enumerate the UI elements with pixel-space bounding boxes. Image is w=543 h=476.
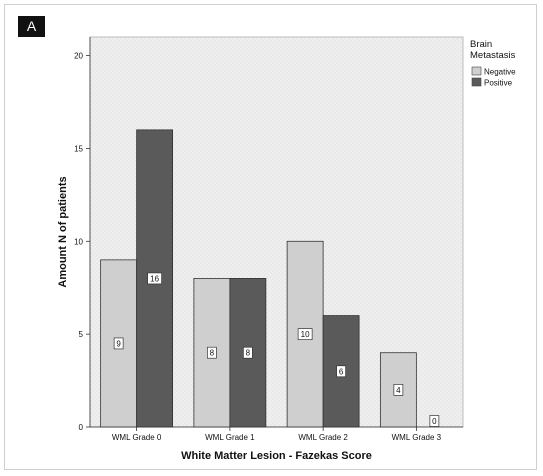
legend-swatch-negative [471, 66, 482, 76]
x-axis: WML Grade 0 WML Grade 1 WML Grade 2 WML Gra… [90, 426, 463, 442]
legend: Brain Metastasis Negative Positive [470, 39, 516, 88]
legend-title-line1: Brain [470, 39, 492, 50]
data-label: 4 [396, 386, 401, 395]
y-tick-label: 15 [74, 144, 83, 153]
data-label-box [393, 384, 404, 396]
legend-title-line2: Metastasis [470, 50, 516, 61]
data-label-box [429, 415, 440, 427]
data-label: 9 [116, 339, 121, 348]
x-axis-title: White Matter Lesion - Fazekas Score [181, 450, 372, 462]
legend-swatch-positive [471, 77, 482, 87]
legend-label-negative: Negative [484, 68, 516, 77]
data-label: 8 [246, 349, 251, 358]
data-label-box [147, 272, 162, 285]
y-tick-label: 20 [74, 52, 83, 61]
y-tick-label: 10 [74, 237, 83, 246]
y-tick-label: 0 [79, 423, 84, 432]
panel-label-badge [18, 16, 45, 37]
data-label: 8 [210, 349, 215, 358]
panel-label: A [27, 18, 37, 34]
x-tick-label: WML Grade 2 [298, 433, 348, 442]
legend-label-positive: Positive [484, 79, 513, 88]
y-tick-label: 5 [79, 330, 84, 339]
data-labels: 9 16 8 8 10 6 4 0 [113, 272, 440, 427]
data-label: 6 [339, 367, 344, 376]
data-label: 0 [432, 417, 437, 426]
data-label-box [207, 346, 217, 359]
y-axis-title: Amount N of patients [57, 176, 69, 287]
data-label-box [243, 346, 253, 359]
x-tick-label: WML Grade 0 [112, 433, 162, 442]
y-axis: 0 5 10 15 20 [74, 37, 91, 432]
data-label: 10 [301, 330, 310, 339]
data-label-box [113, 337, 124, 350]
data-label-box [297, 328, 313, 340]
x-tick-label: WML Grade 3 [392, 433, 442, 442]
data-label-box [336, 365, 346, 378]
data-label: 16 [150, 274, 159, 283]
x-tick-label: WML Grade 1 [205, 433, 255, 442]
bar-negative [379, 352, 417, 428]
